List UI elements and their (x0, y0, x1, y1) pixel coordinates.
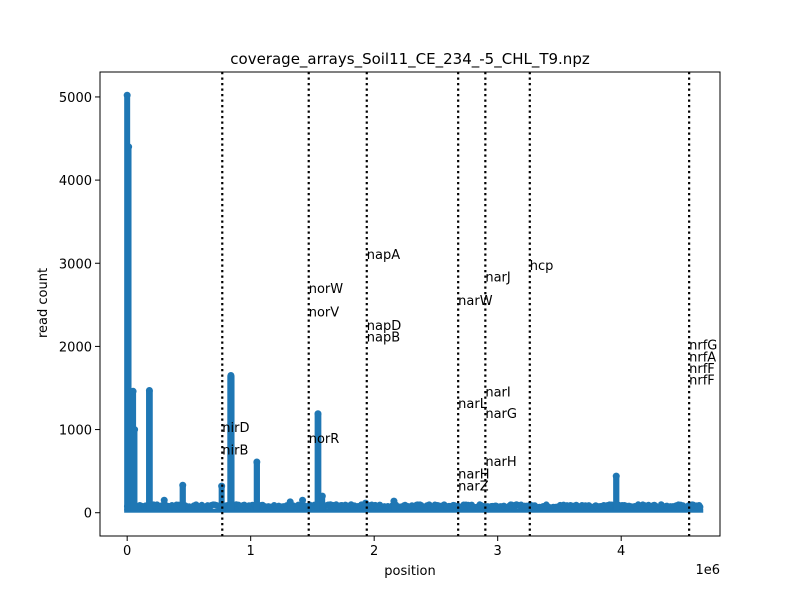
gene-marker: norW norV norR (307, 72, 344, 536)
gene-label: norW (309, 282, 344, 297)
peak-bar (179, 485, 186, 511)
y-axis-label: read count (36, 268, 51, 338)
gene-label: nrfF (689, 374, 715, 389)
gene-label: narL (458, 397, 488, 412)
gene-label: narI (485, 385, 510, 400)
y-tick-label: 4000 (59, 174, 92, 189)
peak-top-point (227, 372, 235, 380)
gene-label: narZ (458, 479, 489, 494)
chart-title: coverage_arrays_Soil11_CE_234_-5_CHL_T9.… (230, 50, 590, 69)
peak-bar (299, 500, 306, 511)
peak-top-point (286, 498, 294, 506)
coverage-peak (318, 492, 326, 511)
peak-top-point (131, 426, 139, 434)
gene-label: napA (367, 248, 400, 263)
x-axis-offset-label: 1e6 (695, 563, 720, 578)
coverage-peak (253, 458, 261, 511)
coverage-peak (612, 472, 620, 511)
coverage-peak (145, 386, 153, 511)
coverage-peak (125, 143, 133, 511)
x-tick-label: 4 (617, 544, 625, 559)
peak-bar (613, 476, 620, 511)
peak-bar (319, 496, 326, 511)
gene-label: nrfA (689, 350, 716, 365)
peak-bar (314, 413, 322, 511)
x-tick-label: 3 (494, 544, 502, 559)
y-tick-label: 3000 (59, 257, 92, 272)
gene-label: nrfG (689, 339, 717, 354)
x-tick-label: 2 (370, 544, 378, 559)
coverage-peak (160, 496, 168, 511)
gene-label: norV (309, 305, 340, 320)
y-tick-label: 0 (84, 507, 92, 522)
peak-bar (253, 461, 260, 511)
peak-bar (287, 501, 294, 511)
peak-top-point (299, 496, 307, 504)
gene-label: narH (458, 468, 489, 483)
coverage-peak (131, 426, 139, 511)
y-tick-label: 2000 (59, 340, 92, 355)
coverage-peak (227, 372, 235, 511)
peak-bar (146, 390, 153, 511)
peak-bar (227, 375, 235, 511)
peak-bar (125, 146, 132, 511)
x-tick-label: 1 (247, 544, 255, 559)
gene-marker: hcp (528, 72, 554, 536)
gene-label: hcp (530, 259, 554, 274)
peak-top-point (145, 386, 153, 394)
peak-bar (131, 429, 138, 511)
peak-top-point (362, 499, 370, 507)
gene-label: napD (367, 319, 401, 334)
y-tick-label: 5000 (59, 91, 92, 106)
coverage-peak (286, 498, 294, 511)
axes-frame (99, 71, 721, 537)
y-tick-label: 1000 (59, 424, 92, 439)
gene-label: nirB (222, 444, 248, 459)
peak-top-point (390, 497, 398, 505)
peak-top-point (314, 410, 322, 418)
gene-label: narG (485, 407, 517, 422)
gene-label: nrfF (689, 362, 715, 377)
coverage-peak (314, 410, 322, 511)
coverage-peak (443, 503, 451, 511)
peak-top-point (443, 503, 451, 511)
coverage-peak (179, 481, 187, 511)
peak-top-point (318, 492, 326, 500)
gene-label: napB (367, 330, 400, 345)
peak-top-point (179, 481, 187, 489)
peak-top-point (160, 496, 168, 504)
x-tick-label: 0 (123, 544, 131, 559)
peak-bar (161, 500, 168, 511)
peak-top-point (129, 387, 137, 395)
gene-label: norR (309, 432, 340, 447)
peak-top-point (125, 143, 133, 151)
peak-bar (218, 486, 225, 511)
gene-label: nirD (222, 421, 249, 436)
peak-top-point (253, 458, 261, 466)
coverage-peak (390, 497, 398, 511)
peak-top-point (612, 472, 620, 480)
gene-label: narJ (485, 271, 510, 286)
gene-label: narH (485, 455, 516, 470)
coverage-peak (362, 499, 370, 511)
baseline-band (124, 508, 704, 513)
coverage-peak (299, 496, 307, 511)
peak-bar (362, 503, 369, 511)
x-axis-label: position (384, 564, 436, 579)
gene-marker: nirD nirB (221, 72, 249, 536)
gene-marker: narJ narI narG narH (484, 72, 517, 536)
baseline-point (697, 503, 704, 511)
axes: 0 1 2 3 4 0 1000 2000 3000 4000 5000 (59, 71, 721, 559)
peak-top-point (123, 91, 131, 99)
gene-label: narW (458, 294, 493, 309)
peak-bar (391, 501, 397, 511)
